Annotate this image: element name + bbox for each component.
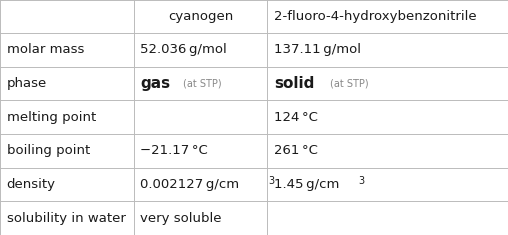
Text: melting point: melting point [7, 111, 96, 124]
Text: solid: solid [274, 76, 314, 91]
Text: 1.45 g/cm: 1.45 g/cm [274, 178, 339, 191]
Text: very soluble: very soluble [140, 212, 221, 225]
Text: phase: phase [7, 77, 47, 90]
Text: 52.036 g/mol: 52.036 g/mol [140, 43, 227, 56]
Text: 261 °C: 261 °C [274, 144, 318, 157]
Text: cyanogen: cyanogen [168, 10, 233, 23]
Text: 3: 3 [268, 176, 274, 186]
Text: (at STP): (at STP) [183, 78, 222, 88]
Text: −21.17 °C: −21.17 °C [140, 144, 208, 157]
Text: molar mass: molar mass [7, 43, 84, 56]
Text: (at STP): (at STP) [330, 78, 369, 88]
Text: solubility in water: solubility in water [7, 212, 125, 225]
Text: 124 °C: 124 °C [274, 111, 318, 124]
Text: 2-fluoro-4-hydroxybenzonitrile: 2-fluoro-4-hydroxybenzonitrile [274, 10, 477, 23]
Text: 3: 3 [358, 176, 364, 186]
Text: 137.11 g/mol: 137.11 g/mol [274, 43, 361, 56]
Text: gas: gas [140, 76, 170, 91]
Text: 0.002127 g/cm: 0.002127 g/cm [140, 178, 239, 191]
Text: boiling point: boiling point [7, 144, 90, 157]
Text: density: density [7, 178, 55, 191]
